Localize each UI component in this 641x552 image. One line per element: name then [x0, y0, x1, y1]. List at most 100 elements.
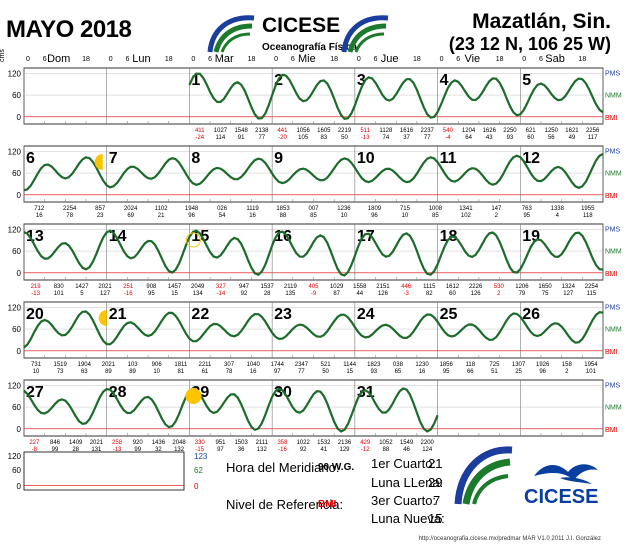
extremum-time: 1206 [515, 284, 529, 290]
extremum-time: 1811 [174, 362, 188, 368]
extremum-time: 1022 [296, 440, 310, 446]
moon-phase-first-quarter-label: 1er Cuarto: [371, 456, 437, 471]
hour-tick-label: 18 [82, 56, 90, 63]
extremum-time: 1409 [69, 440, 83, 446]
extremum-height: 69 [127, 213, 134, 219]
extremum-time: 947 [239, 284, 250, 290]
hour-tick-label: 0 [522, 56, 526, 63]
extremum-time: 1040 [247, 362, 261, 368]
extremum-time: 1616 [400, 128, 414, 134]
hour-tick-label: 6 [456, 56, 460, 63]
extremum-height: 92 [300, 447, 307, 453]
extremum-time: 1532 [317, 440, 331, 446]
extremum-time: 1144 [343, 362, 357, 368]
tide-curve [23, 310, 604, 349]
extremum-time: 026 [217, 206, 228, 212]
extremum-height: 127 [563, 291, 574, 297]
extremum-height: -16 [124, 291, 133, 297]
extremum-time: 1612 [446, 284, 460, 290]
extremum-height: 127 [100, 291, 111, 297]
reference-value: BMI [318, 499, 337, 510]
hour-tick-label: 18 [578, 56, 586, 63]
extremum-time: 2219 [338, 128, 352, 134]
y-tick-label: 120 [8, 147, 22, 156]
extremum-height: -13 [361, 135, 370, 141]
day-number-label: 31 [357, 384, 375, 401]
moon-phase-last-quarter-day: 7 [433, 493, 441, 508]
y-tick-label: 60 [12, 325, 21, 334]
extremum-height: 101 [54, 291, 65, 297]
extremum-height: 32 [155, 447, 162, 453]
hour-tick-label: 18 [165, 56, 173, 63]
extremum-height: 43 [486, 135, 493, 141]
extremum-height: 41 [320, 447, 327, 453]
day-number-label: 25 [440, 306, 458, 323]
legend-level-value: 123 [194, 452, 208, 461]
extremum-height: 82 [426, 291, 433, 297]
extremum-time: 2024 [124, 206, 138, 212]
extremum-time: 327 [216, 284, 227, 290]
day-number-label: 4 [440, 72, 449, 89]
brand-name: CICESE [262, 14, 341, 37]
extremum-time: 2021 [90, 440, 104, 446]
extremum-time: 1856 [440, 362, 454, 368]
hour-tick-label: 18 [330, 56, 338, 63]
extremum-time: 441 [277, 128, 288, 134]
extremum-time: 1621 [565, 128, 579, 134]
extremum-time: 429 [360, 440, 371, 446]
extremum-time: 1029 [330, 284, 344, 290]
level-label-pms: PMS [605, 70, 621, 77]
moon-phase-new-label: Luna Nueva: [371, 511, 445, 526]
extremum-height: 64 [465, 135, 472, 141]
tide-curve [188, 72, 604, 120]
extremum-time: 2256 [586, 128, 600, 134]
extremum-time: 1230 [415, 362, 429, 368]
extremum-time: 1128 [379, 128, 393, 134]
extremum-height: 75 [542, 291, 549, 297]
extremum-height: -9 [311, 291, 317, 297]
extremum-height: 25 [515, 369, 522, 375]
extremum-height: 46 [403, 447, 410, 453]
day-name-label: Jue [381, 53, 399, 65]
extremum-time: 2347 [295, 362, 309, 368]
extremum-time: 1457 [168, 284, 182, 290]
level-label-nmm: NMM [605, 170, 622, 177]
extremum-height: 88 [280, 213, 287, 219]
moon-last-quarter-icon [94, 154, 103, 170]
extremum-height: 81 [177, 369, 184, 375]
extremum-time: 2254 [63, 206, 77, 212]
y-tick-label: 0 [17, 269, 22, 278]
extremum-height: -15 [195, 447, 204, 453]
day-name-label: Lun [132, 53, 150, 65]
extremum-height: 37 [403, 135, 410, 141]
extremum-height: 118 [583, 213, 593, 219]
extremum-height: 21 [158, 213, 165, 219]
extremum-time: 2250 [503, 128, 517, 134]
extremum-height: 105 [298, 135, 309, 141]
y-tick-label: 0 [17, 347, 22, 356]
extremum-time: 540 [443, 128, 454, 134]
moon-first-quarter-icon [98, 310, 107, 326]
extremum-time: 715 [400, 206, 411, 212]
extremum-height: -3 [403, 291, 409, 297]
extremum-time: 1027 [214, 128, 228, 134]
extremum-height: 102 [461, 213, 472, 219]
extremum-height: 89 [129, 369, 136, 375]
extremum-time: 846 [50, 440, 61, 446]
hour-tick-label: 6 [539, 56, 543, 63]
cicese-logo-text: CICESE [524, 486, 599, 508]
day-number-label: 8 [191, 150, 200, 167]
extremum-time: 251 [123, 284, 134, 290]
extremum-height: 36 [238, 447, 245, 453]
extremum-time: 1427 [75, 284, 89, 290]
extremum-time: 1338 [551, 206, 565, 212]
extremum-time: 1549 [400, 440, 414, 446]
extremum-time: 2111 [256, 440, 269, 446]
day-number-label: 24 [357, 306, 375, 323]
extremum-height: 132 [257, 447, 268, 453]
legend-scale-tick: 60 [12, 466, 21, 475]
extremum-time: 2021 [98, 284, 112, 290]
day-number-label: 7 [109, 150, 118, 167]
extremum-time: 1955 [581, 206, 595, 212]
extremum-time: 118 [466, 362, 476, 368]
